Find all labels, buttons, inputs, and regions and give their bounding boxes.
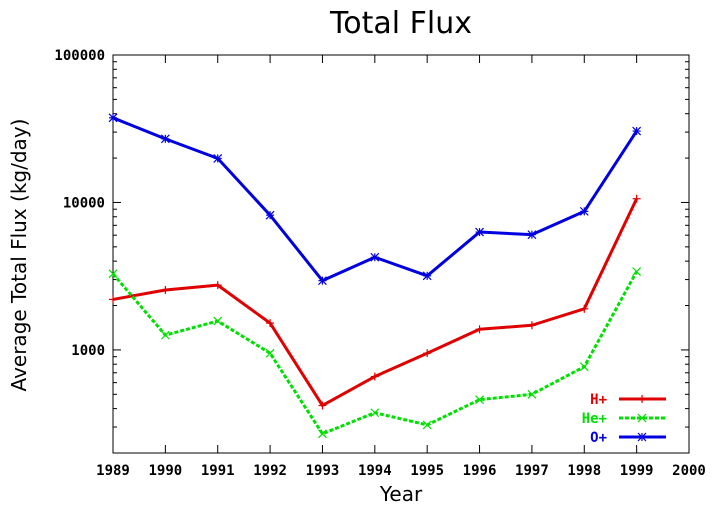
legend-marker — [637, 432, 647, 442]
data-point — [318, 429, 327, 439]
data-point — [475, 325, 484, 334]
x-tick-label: 1990 — [149, 463, 183, 479]
y-tick-label: 1000 — [71, 343, 105, 359]
data-point — [423, 349, 432, 358]
x-tick-label: 1992 — [253, 463, 287, 479]
y-tick-label: 100000 — [54, 48, 105, 64]
data-point — [370, 408, 380, 418]
legend-marker — [637, 413, 647, 423]
x-tick-label: 2000 — [672, 463, 706, 479]
x-tick-label: 1999 — [620, 463, 654, 479]
data-point — [318, 401, 327, 410]
y-tick-label: 10000 — [63, 195, 105, 211]
legend-label: O+ — [590, 430, 607, 446]
data-point — [161, 285, 170, 294]
data-point — [422, 420, 432, 430]
data-point — [370, 372, 379, 381]
data-point — [422, 271, 432, 281]
data-point — [527, 230, 537, 240]
data-point — [160, 134, 170, 144]
data-point — [632, 267, 642, 276]
data-point — [475, 227, 484, 237]
data-point — [266, 319, 275, 328]
x-tick-label: 1998 — [567, 463, 601, 479]
x-axis-label: Year — [379, 482, 423, 506]
y-axis-label: Average Total Flux (kg/day) — [7, 119, 31, 392]
series-layer — [108, 113, 642, 439]
data-point — [160, 330, 170, 340]
data-point — [370, 252, 380, 262]
data-point — [109, 295, 117, 304]
data-point — [632, 126, 642, 136]
legend-label: He+ — [582, 411, 607, 427]
data-point — [579, 206, 589, 216]
data-point — [475, 395, 484, 405]
x-tick-label: 1989 — [96, 463, 130, 479]
data-point — [265, 348, 275, 358]
x-tick-label: 1991 — [201, 463, 235, 479]
tick-labels: 1989 1990 1991 1992 1993 1994 1995 1996 1997 1998… — [54, 48, 705, 479]
data-point — [527, 389, 537, 399]
data-point — [108, 113, 118, 123]
legend-label: H+ — [590, 392, 607, 408]
series-O+ — [108, 113, 642, 286]
legend-marker — [638, 395, 646, 403]
chart-title: Total Flux — [329, 6, 472, 41]
x-tick-label: 1994 — [358, 463, 392, 479]
data-point — [527, 321, 536, 330]
data-point — [579, 362, 589, 372]
data-point — [265, 210, 275, 220]
data-point — [580, 304, 589, 313]
series-He+ — [108, 267, 642, 439]
data-point — [632, 194, 641, 203]
x-tick-label: 1993 — [306, 463, 340, 479]
data-point — [318, 276, 327, 286]
legend: H+ He+ O+ — [582, 392, 666, 446]
series-line — [111, 270, 638, 436]
series-H+ — [109, 194, 641, 410]
data-point — [108, 269, 118, 279]
data-point — [213, 153, 223, 163]
data-point — [213, 281, 222, 290]
x-tick-label: 1997 — [515, 463, 549, 479]
data-point — [213, 316, 223, 326]
plot-frame — [112, 54, 690, 454]
axis-ticks — [112, 55, 690, 454]
x-tick-label: 1995 — [410, 463, 444, 479]
x-tick-label: 1996 — [463, 463, 497, 479]
